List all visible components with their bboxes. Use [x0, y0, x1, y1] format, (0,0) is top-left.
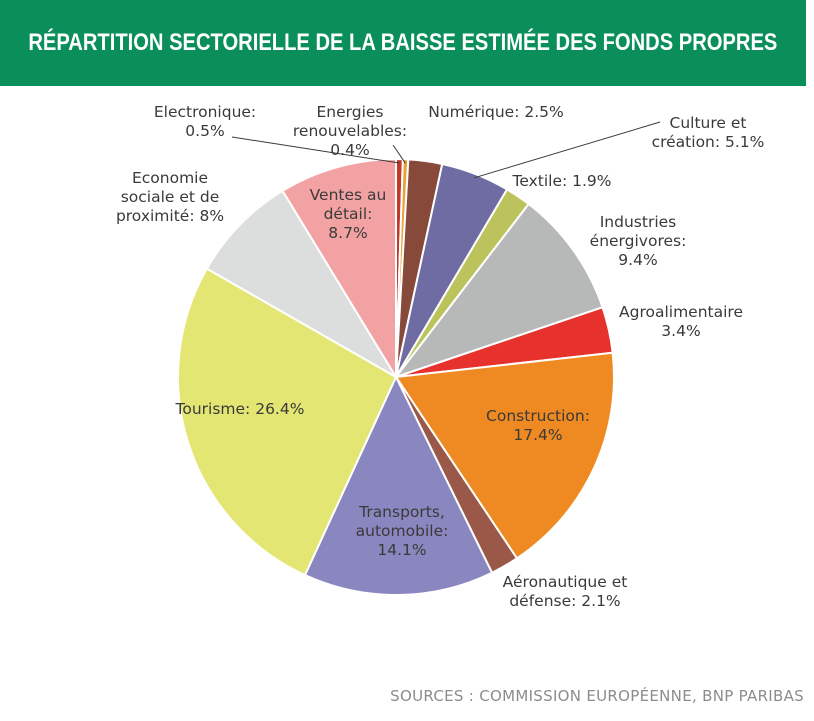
source-note: SOURCES : COMMISSION EUROPÉENNE, BNP PAR…: [390, 687, 804, 705]
pie-slice-ventes-au-detail: [281, 158, 397, 378]
pie-slice-construction: [395, 351, 615, 560]
slice-label-numerique: Numérique: 2.5%: [428, 103, 563, 121]
pie-slice-transports-automobile: [303, 376, 493, 596]
pie-slice-economie-sociale-et-de-proximite: [205, 189, 397, 378]
pie-slices: [177, 158, 615, 596]
pie-slice-tourisme: [177, 267, 397, 577]
slice-label-tourisme: Tourisme: 26.4%: [175, 400, 305, 418]
slice-label-aeronautique-et-defense: Aéronautique et défense: 2.1%: [503, 573, 628, 610]
pie-slice-industries-energivores: [395, 203, 604, 378]
leader-line-energies-renouvelables: [392, 144, 406, 164]
leader-lines: [231, 121, 661, 179]
slice-label-agroalimentaire: Agroalimentaire 3.4%: [619, 303, 743, 340]
slice-label-ventes-au-detail: Ventes au détail: 8.7%: [310, 186, 387, 242]
slice-label-energies-renouvelables: Energies renouvelables: 0.4%: [293, 103, 407, 159]
slice-label-electronique: Electronique: 0.5%: [154, 103, 256, 140]
slice-label-culture-et-creation: Culture et création: 5.1%: [652, 114, 765, 151]
slice-label-transports-automobile: Transports, automobile: 14.1%: [356, 503, 449, 559]
slice-label-construction: Construction: 17.4%: [486, 407, 590, 444]
slice-label-industries-energivores: Industries énergivores: 9.4%: [590, 213, 687, 269]
slice-labels: Electronique: 0.5% Energies renouvelables: 0…: [116, 103, 764, 610]
slice-label-economie-sociale-et-de-proximite: Economie sociale et de proximité: 8%: [116, 169, 224, 225]
leader-line-electronique: [231, 136, 400, 164]
chart-title: RÉPARTITION SECTORIELLE DE LA BAISSE EST…: [28, 29, 778, 56]
leader-line-culture-et-creation: [474, 121, 661, 179]
slice-label-textile: Textile: 1.9%: [511, 172, 611, 190]
chart-header: RÉPARTITION SECTORIELLE DE LA BAISSE EST…: [0, 0, 806, 86]
